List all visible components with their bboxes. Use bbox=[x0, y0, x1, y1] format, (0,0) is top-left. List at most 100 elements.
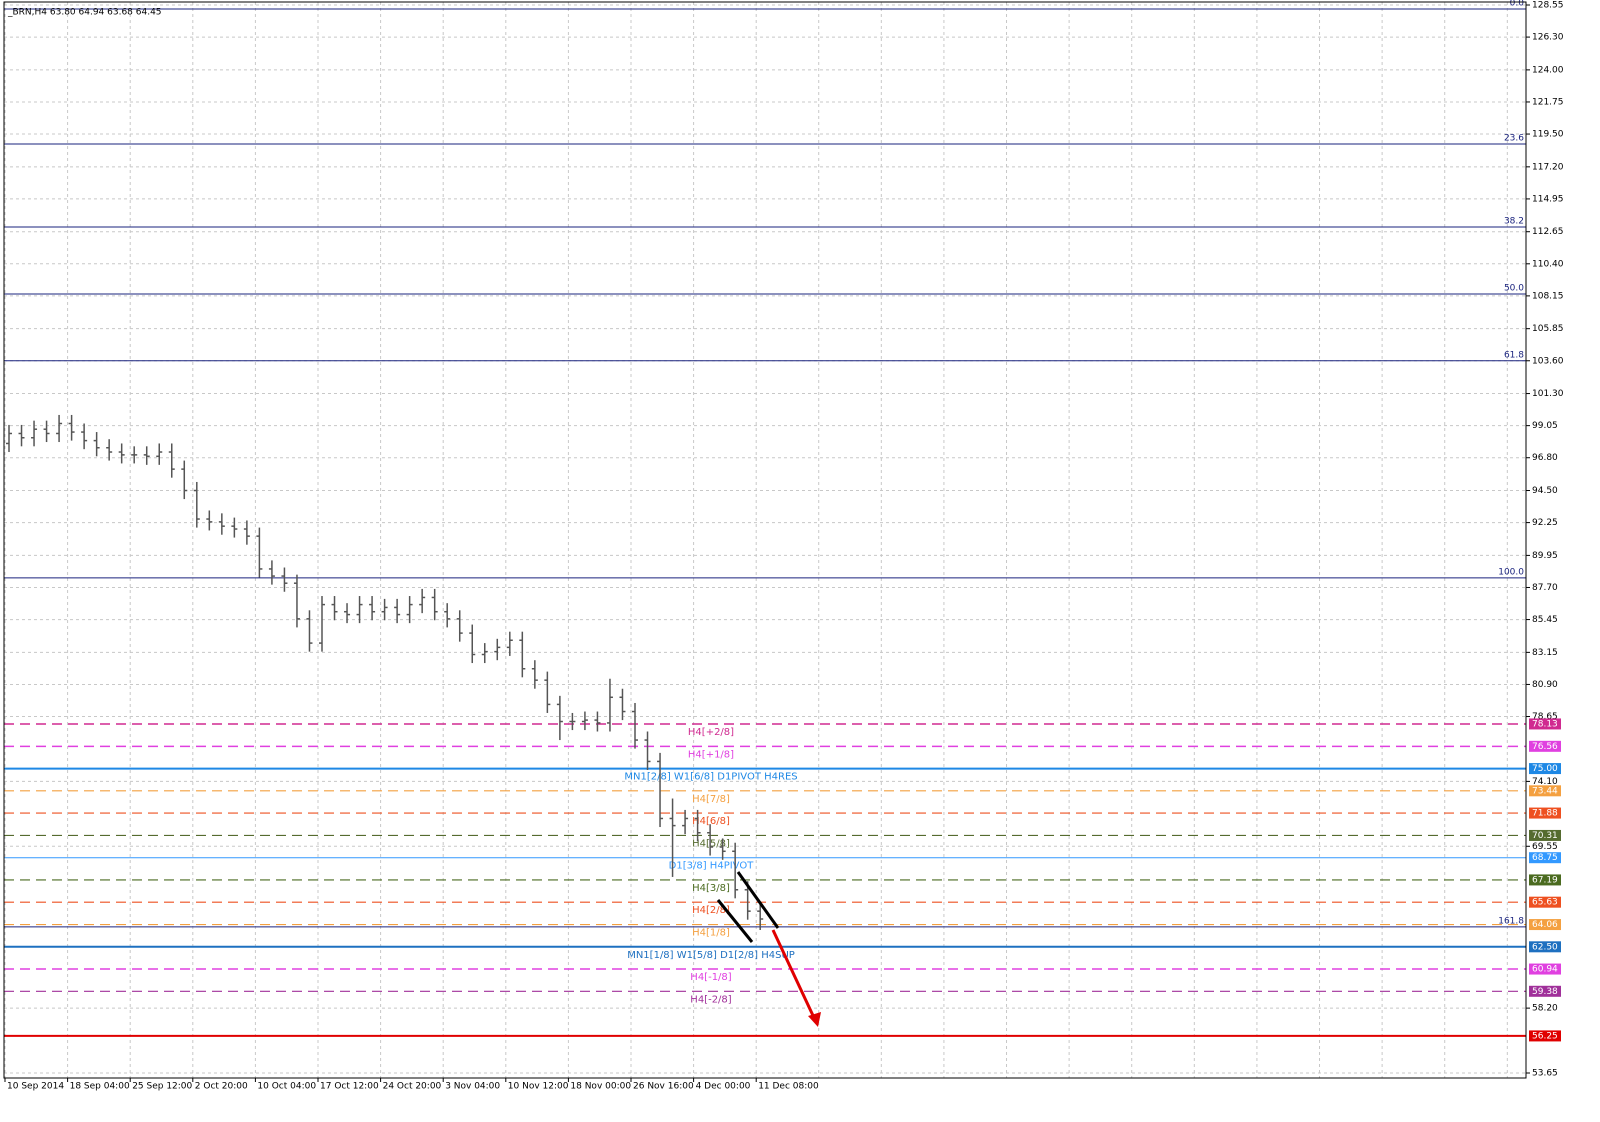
x-tick-label: 2 Oct 20:00 bbox=[195, 1082, 248, 1092]
price-box bbox=[1529, 919, 1561, 931]
y-tick-label: 110.40 bbox=[1532, 259, 1564, 269]
price-box-label: 64.06 bbox=[1532, 920, 1558, 930]
x-tick-label: 11 Dec 08:00 bbox=[758, 1082, 819, 1092]
y-tick-label: 96.80 bbox=[1532, 453, 1558, 463]
fib-label: 61.8 bbox=[1504, 350, 1524, 360]
x-tick-label: 4 Dec 00:00 bbox=[696, 1082, 751, 1092]
grid bbox=[4, 2, 1526, 1078]
price-box-label: 60.94 bbox=[1532, 965, 1558, 975]
y-tick-label: 85.45 bbox=[1532, 615, 1558, 625]
price-box-label: 76.56 bbox=[1532, 742, 1558, 752]
x-tick-label: 17 Oct 12:00 bbox=[320, 1082, 379, 1092]
levels: 0.0 23.6 38.2 50.0 61.8 100.0 161.8 H4[+2/8] H4[… bbox=[4, 0, 1526, 1037]
y-tick-label: 69.55 bbox=[1532, 842, 1558, 852]
price-box-label: 59.38 bbox=[1532, 987, 1558, 997]
channel-line bbox=[736, 871, 780, 929]
y-tick-label: 128.55 bbox=[1532, 1, 1564, 11]
level-label: H4[-1/8] bbox=[690, 972, 731, 983]
y-tick-label: 124.00 bbox=[1532, 65, 1564, 75]
y-tick-label: 87.70 bbox=[1532, 583, 1558, 593]
price-box bbox=[1529, 1030, 1561, 1042]
y-tick-label: 92.25 bbox=[1532, 518, 1558, 528]
price-box bbox=[1529, 718, 1561, 730]
y-tick-label: 114.95 bbox=[1532, 194, 1564, 204]
level-label: H4[2/8] bbox=[692, 905, 730, 916]
y-tick-label: 78.65 bbox=[1532, 712, 1558, 722]
y-tick-label: 58.20 bbox=[1532, 1004, 1558, 1014]
price-box bbox=[1529, 963, 1561, 975]
y-tick-label: 105.85 bbox=[1532, 324, 1564, 334]
y-tick-label: 83.15 bbox=[1532, 648, 1558, 658]
level-label: MN1[1/8] W1[5/8] D1[2/8] H4SUP bbox=[627, 950, 795, 961]
level-label: H4[7/8] bbox=[692, 794, 730, 805]
x-tick-label: 18 Sep 04:00 bbox=[70, 1082, 130, 1092]
fib-label: 100.0 bbox=[1498, 567, 1524, 577]
x-tick-label: 25 Sep 12:00 bbox=[132, 1082, 192, 1092]
y-tick-label: 112.65 bbox=[1532, 227, 1564, 237]
y-tick-label: 108.15 bbox=[1532, 291, 1564, 301]
price-box-label: 68.75 bbox=[1532, 853, 1558, 863]
level-label: H4[1/8] bbox=[692, 928, 730, 939]
y-tick-label: 101.30 bbox=[1532, 389, 1564, 399]
level-label: H4[5/8] bbox=[692, 838, 730, 849]
price-box-label: 62.50 bbox=[1532, 942, 1558, 952]
x-tick-label: 26 Nov 16:00 bbox=[633, 1082, 694, 1092]
arrow-head bbox=[808, 1012, 821, 1027]
x-tick-label: 10 Oct 04:00 bbox=[257, 1082, 316, 1092]
price-box bbox=[1529, 941, 1561, 953]
x-tick-label: 3 Nov 04:00 bbox=[445, 1082, 500, 1092]
level-label: D1[3/8] H4PIVOT bbox=[669, 861, 755, 872]
price-box-label: 70.31 bbox=[1532, 831, 1558, 841]
channel-line bbox=[716, 899, 754, 943]
y-tick-label: 74.10 bbox=[1532, 777, 1558, 787]
price-box bbox=[1529, 763, 1561, 775]
price-box-label: 56.25 bbox=[1532, 1031, 1558, 1041]
price-box-label: 78.13 bbox=[1532, 719, 1558, 729]
y-tick-label: 99.05 bbox=[1532, 421, 1558, 431]
level-label: H4[+1/8] bbox=[688, 749, 734, 760]
price-box bbox=[1529, 807, 1561, 819]
forecast-arrow bbox=[771, 929, 818, 1023]
y-tick-label: 126.30 bbox=[1532, 33, 1564, 43]
x-tick-label: 10 Sep 2014 bbox=[7, 1082, 64, 1092]
fib-label: 161.8 bbox=[1498, 916, 1524, 926]
price-box bbox=[1529, 985, 1561, 997]
y-tick-label: 119.50 bbox=[1532, 130, 1564, 140]
price-box-label: 73.44 bbox=[1532, 786, 1558, 796]
plot-frame bbox=[3, 1, 1527, 1079]
y-tick-label: 80.90 bbox=[1532, 680, 1558, 690]
price-box-label: 71.88 bbox=[1532, 809, 1558, 819]
price-box bbox=[1529, 740, 1561, 752]
x-tick-label: 18 Nov 00:00 bbox=[570, 1082, 631, 1092]
level-label: H4[+2/8] bbox=[688, 727, 734, 738]
price-box-label: 75.00 bbox=[1532, 764, 1558, 774]
price-box bbox=[1529, 852, 1561, 864]
y-tick-label: 53.65 bbox=[1532, 1069, 1558, 1079]
y-tick-label: 89.95 bbox=[1532, 551, 1558, 561]
fib-label: 23.6 bbox=[1504, 134, 1524, 144]
fib-label: 38.2 bbox=[1504, 217, 1524, 227]
level-label: H4[6/8] bbox=[692, 816, 730, 827]
price-box bbox=[1529, 785, 1561, 797]
x-tick-label: 10 Nov 12:00 bbox=[508, 1082, 569, 1092]
x-tick-label: 24 Oct 20:00 bbox=[383, 1082, 442, 1092]
price-box bbox=[1529, 896, 1561, 908]
symbol-header: _BRN,H4 63.80 64.94 63.68 64.45 bbox=[7, 8, 162, 18]
price-box-label: 65.63 bbox=[1532, 898, 1558, 908]
bars bbox=[6, 414, 764, 930]
axes: 128.55 126.30 124.00 121.75 119.50 117.20 114.… bbox=[4, 1, 1564, 1092]
y-tick-label: 117.20 bbox=[1532, 162, 1564, 172]
price-box bbox=[1529, 829, 1561, 841]
y-tick-label: 103.60 bbox=[1532, 356, 1564, 366]
level-label: H4[3/8] bbox=[692, 883, 730, 894]
fib-label: 50.0 bbox=[1504, 284, 1524, 294]
level-label: MN1[2/8] W1[6/8] D1PIVOT H4RES bbox=[624, 772, 797, 783]
y-tick-label: 94.50 bbox=[1532, 486, 1558, 496]
level-label: H4[-2/8] bbox=[690, 994, 731, 1005]
y-tick-label: 121.75 bbox=[1532, 97, 1564, 107]
price-box bbox=[1529, 874, 1561, 886]
fib-label: 0.0 bbox=[1510, 0, 1525, 8]
price-box-label: 67.19 bbox=[1532, 875, 1558, 885]
